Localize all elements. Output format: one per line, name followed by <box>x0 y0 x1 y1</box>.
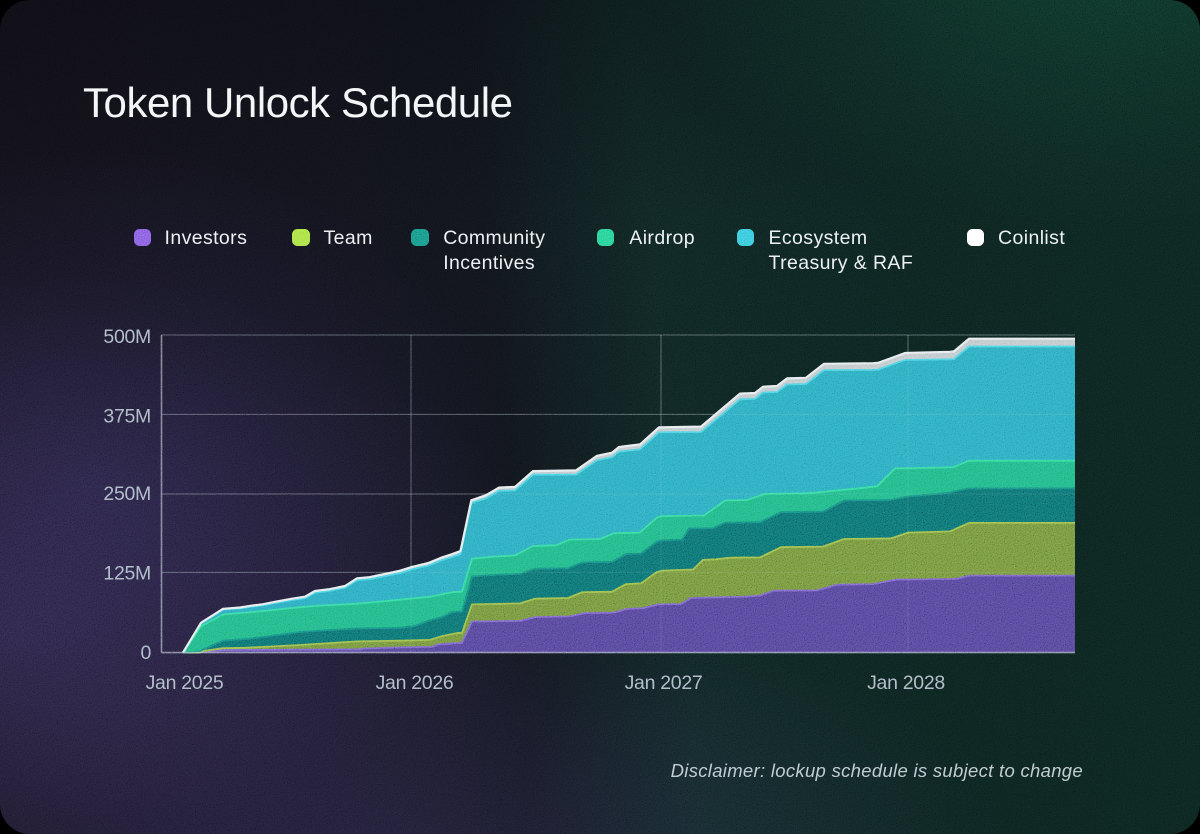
svg-text:0: 0 <box>140 642 151 664</box>
svg-text:Jan 2027: Jan 2027 <box>625 672 703 694</box>
svg-text:375M: 375M <box>103 405 151 427</box>
svg-text:500M: 500M <box>103 326 151 348</box>
svg-text:125M: 125M <box>103 563 151 585</box>
svg-text:Jan 2025: Jan 2025 <box>146 672 224 694</box>
svg-text:Jan 2026: Jan 2026 <box>376 672 454 694</box>
svg-text:250M: 250M <box>103 483 151 505</box>
svg-text:Jan 2028: Jan 2028 <box>867 672 945 694</box>
